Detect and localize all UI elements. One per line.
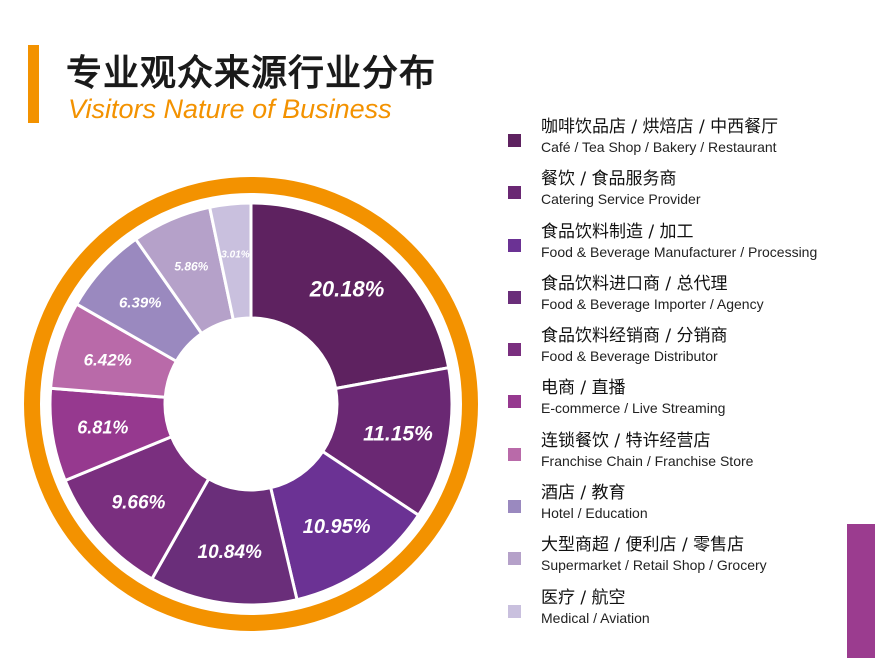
- legend-label-en: Food & Beverage Importer / Agency: [541, 295, 764, 312]
- legend-item: 连锁餐饮 / 特许经营店 Franchise Chain / Franchise …: [508, 430, 817, 482]
- legend-item: 餐饮 / 食品服务商 Catering Service Provider: [508, 168, 817, 220]
- legend-item: 大型商超 / 便利店 / 零售店 Supermarket / Retail Sho…: [508, 534, 817, 586]
- slice-data-label: 5.86%: [174, 259, 208, 273]
- legend-swatch: [508, 552, 521, 566]
- legend-item: 食品饮料制造 / 加工 Food & Beverage Manufacturer …: [508, 221, 817, 273]
- legend-label-cn: 食品饮料进口商 / 总代理: [541, 273, 728, 294]
- legend-swatch: [508, 395, 521, 409]
- legend-label-en: Supermarket / Retail Shop / Grocery: [541, 557, 767, 574]
- outer-ring: [24, 177, 478, 631]
- legend-item: 酒店 / 教育 Hotel / Education: [508, 482, 817, 534]
- legend-item: 医疗 / 航空 Medical / Aviation: [508, 587, 817, 639]
- legend-label-cn: 医疗 / 航空: [541, 587, 626, 608]
- legend-label-cn: 食品饮料经销商 / 分销商: [541, 326, 728, 347]
- legend-item: 电商 / 直播 E-commerce / Live Streaming: [508, 377, 817, 429]
- legend-label-en: Franchise Chain / Franchise Store: [541, 452, 754, 469]
- legend-swatch: [508, 447, 521, 461]
- legend-label-en: Medical / Aviation: [541, 609, 650, 626]
- legend-label-en: Café / Tea Shop / Bakery / Restaurant: [541, 139, 777, 155]
- pie-slice: [208, 201, 253, 322]
- slice-data-label: 6.42%: [84, 350, 132, 369]
- title-accent-bar: [28, 45, 39, 123]
- legend-swatch: [508, 604, 521, 618]
- legend-label-cn: 连锁餐饮 / 特许经营店: [541, 430, 711, 451]
- legend-label-cn: 咖啡饮品店 / 烘焙店 / 中西餐厅: [541, 117, 779, 137]
- legend-swatch: [508, 134, 521, 147]
- page-subtitle: Visitors Nature of Business: [68, 94, 392, 124]
- legend-label-cn: 大型商超 / 便利店 / 零售店: [541, 535, 745, 556]
- page-title: 专业观众来源行业分布: [66, 53, 437, 94]
- slice-data-label: 3.01%: [221, 249, 249, 260]
- slice-data-label: 10.84%: [198, 542, 263, 563]
- legend-label-cn: 酒店 / 教育: [541, 483, 626, 504]
- slice-data-label: 9.66%: [112, 493, 166, 514]
- legend-item: 食品饮料经销商 / 分销商 Food & Beverage Distributor: [508, 325, 817, 377]
- legend-swatch: [508, 343, 521, 357]
- legend-label-en: Food & Beverage Distributor: [541, 348, 718, 365]
- side-decoration-block: [847, 524, 875, 658]
- slice-data-label: 6.39%: [119, 294, 162, 311]
- legend-label-en: Food & Beverage Manufacturer / Processin…: [541, 243, 818, 260]
- chart-legend: 咖啡饮品店 / 烘焙店 / 中西餐厅 Café / Tea Shop / Bake…: [508, 116, 817, 639]
- legend-label-en: Hotel / Education: [541, 505, 648, 522]
- legend-label-cn: 餐饮 / 食品服务商: [541, 169, 677, 190]
- legend-swatch: [508, 186, 521, 200]
- legend-label-cn: 食品饮料制造 / 加工: [541, 221, 694, 242]
- pie-slice: [249, 201, 451, 390]
- legend-item: 咖啡饮品店 / 烘焙店 / 中西餐厅 Café / Tea Shop / Bake…: [508, 116, 817, 168]
- legend-label-en: Catering Service Provider: [541, 191, 701, 208]
- slice-data-label: 11.15%: [363, 423, 433, 446]
- legend-swatch: [508, 290, 521, 304]
- legend-item: 食品饮料进口商 / 总代理 Food & Beverage Importer / …: [508, 273, 817, 325]
- legend-label-cn: 电商 / 直播: [541, 378, 626, 399]
- legend-swatch: [508, 500, 521, 514]
- legend-label-en: E-commerce / Live Streaming: [541, 400, 726, 417]
- donut-chart: 20.18% 11.15% 10.95% 10.84% 9.66% 6.81% 6.42% 6…: [24, 177, 478, 631]
- pie-slice: [321, 366, 454, 517]
- slice-data-label: 10.95%: [303, 516, 371, 538]
- slice-data-label: 20.18%: [309, 276, 385, 301]
- legend-swatch: [508, 238, 521, 252]
- slice-data-label: 6.81%: [77, 417, 128, 437]
